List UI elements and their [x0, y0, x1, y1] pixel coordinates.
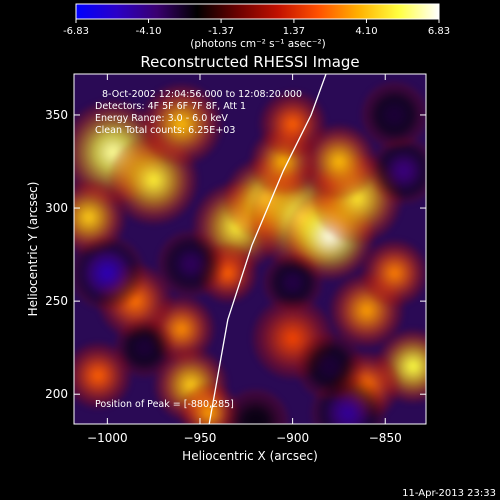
- chart-title: Reconstructed RHESSI Image: [140, 53, 359, 71]
- heatmap-image: [74, 74, 426, 424]
- heatmap-source: [222, 388, 289, 424]
- colorbar-tick-label: 6.83: [428, 26, 450, 37]
- heatmap-source: [263, 252, 323, 313]
- heatmap-source: [74, 180, 126, 255]
- solar-limb-line: [208, 74, 327, 424]
- annotation-detectors: Detectors: 4F 5F 6F 7F 8F, Att 1: [95, 101, 246, 112]
- annotation-block: 8-Oct-2002 12:04:56.000 to 12:08:20.000 …: [95, 89, 302, 410]
- colorbar-tick-label: -4.10: [136, 26, 162, 37]
- heatmap-source: [361, 81, 426, 149]
- heatmap-source: [74, 342, 132, 409]
- axis-ticks: −1000 −950 −900 −850 200 250 300 350: [45, 74, 426, 445]
- x-tick-label: −850: [369, 431, 402, 445]
- heatmap-source: [296, 332, 363, 400]
- colorbar-tick-label: 4.10: [355, 26, 377, 37]
- datestamp: 11-Apr-2013 23:33: [402, 488, 496, 499]
- y-tick-label: 300: [45, 201, 68, 215]
- heatmap-source: [114, 318, 174, 378]
- x-tick-label: −950: [183, 431, 216, 445]
- heatmap-source: [361, 239, 426, 307]
- heatmap-sources: [74, 81, 426, 424]
- heatmap-source: [157, 230, 225, 298]
- x-tick-label: −1000: [87, 431, 128, 445]
- y-tick-label: 350: [45, 108, 68, 122]
- colorbar-tick-label: -6.83: [63, 26, 89, 37]
- x-axis-label: Heliocentric X (arcsec): [182, 449, 318, 463]
- colorbar-tick-label: -1.37: [208, 26, 234, 37]
- plot-frame: [73, 73, 427, 425]
- heatmap-source: [370, 137, 426, 205]
- y-axis-label: Heliocentric Y (arcsec): [26, 182, 40, 317]
- x-tick-label: −900: [276, 431, 309, 445]
- annotation-total-counts: Clean Total counts: 6.25E+03: [95, 125, 235, 136]
- heatmap-source: [74, 236, 145, 311]
- colorbar-unit-label: (photons cm⁻² s⁻¹ asec⁻²): [190, 38, 325, 50]
- heatmap-source: [259, 90, 326, 158]
- y-tick-label: 250: [45, 294, 68, 308]
- colorbar-ticks: -6.83 -4.10 -1.37 1.37 4.10 6.83: [63, 19, 450, 37]
- colorbar-tick-label: 1.37: [283, 26, 305, 37]
- peak-position-label: Position of Peak = [-880,285]: [95, 399, 234, 410]
- annotation-energy-range: Energy Range: 3.0 - 6.0 keV: [95, 113, 228, 124]
- heatmap-source: [140, 83, 223, 166]
- y-tick-label: 200: [45, 387, 68, 401]
- heatmap-source: [301, 124, 377, 199]
- colorbar: [75, 3, 440, 20]
- annotation-time-range: 8-Oct-2002 12:04:56.000 to 12:08:20.000: [102, 89, 302, 100]
